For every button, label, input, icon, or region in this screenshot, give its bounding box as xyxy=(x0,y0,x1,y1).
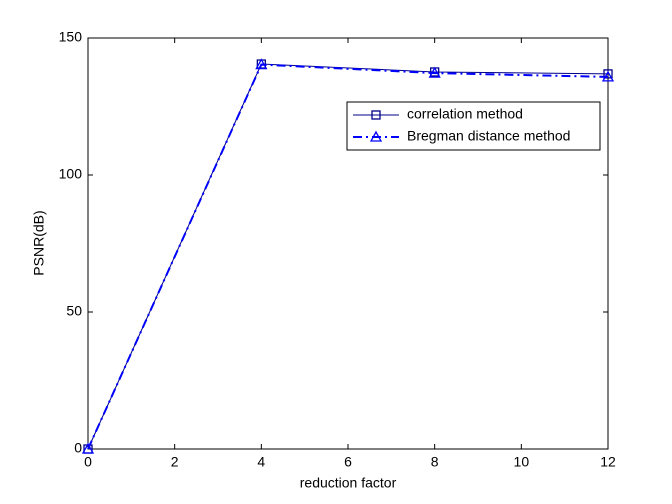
x-tick-label: 10 xyxy=(514,454,530,470)
plot-area xyxy=(87,37,609,450)
legend-label: correlation method xyxy=(407,106,523,122)
y-tick-label: 100 xyxy=(59,166,83,182)
marker xyxy=(428,66,441,78)
y-tick-label: 150 xyxy=(59,29,83,45)
marker xyxy=(81,442,95,454)
legend-marker xyxy=(369,130,383,142)
x-axis-label: reduction factor xyxy=(300,475,397,491)
legend-box xyxy=(346,101,601,151)
x-tick-label: 4 xyxy=(257,454,265,470)
legend-label: Bregman distance method xyxy=(407,128,570,144)
legend-marker xyxy=(371,110,381,120)
marker xyxy=(255,58,268,70)
y-tick-label: 0 xyxy=(74,440,82,456)
series-line xyxy=(87,63,609,450)
y-axis-label: PSNR(dB) xyxy=(31,210,47,275)
x-tick-label: 2 xyxy=(171,454,179,470)
y-tick-label: 50 xyxy=(66,303,82,319)
x-tick-label: 8 xyxy=(431,454,439,470)
marker xyxy=(601,70,615,82)
x-tick-label: 0 xyxy=(84,454,92,470)
x-tick-label: 12 xyxy=(600,454,616,470)
x-tick-label: 6 xyxy=(344,454,352,470)
marker xyxy=(603,69,613,79)
